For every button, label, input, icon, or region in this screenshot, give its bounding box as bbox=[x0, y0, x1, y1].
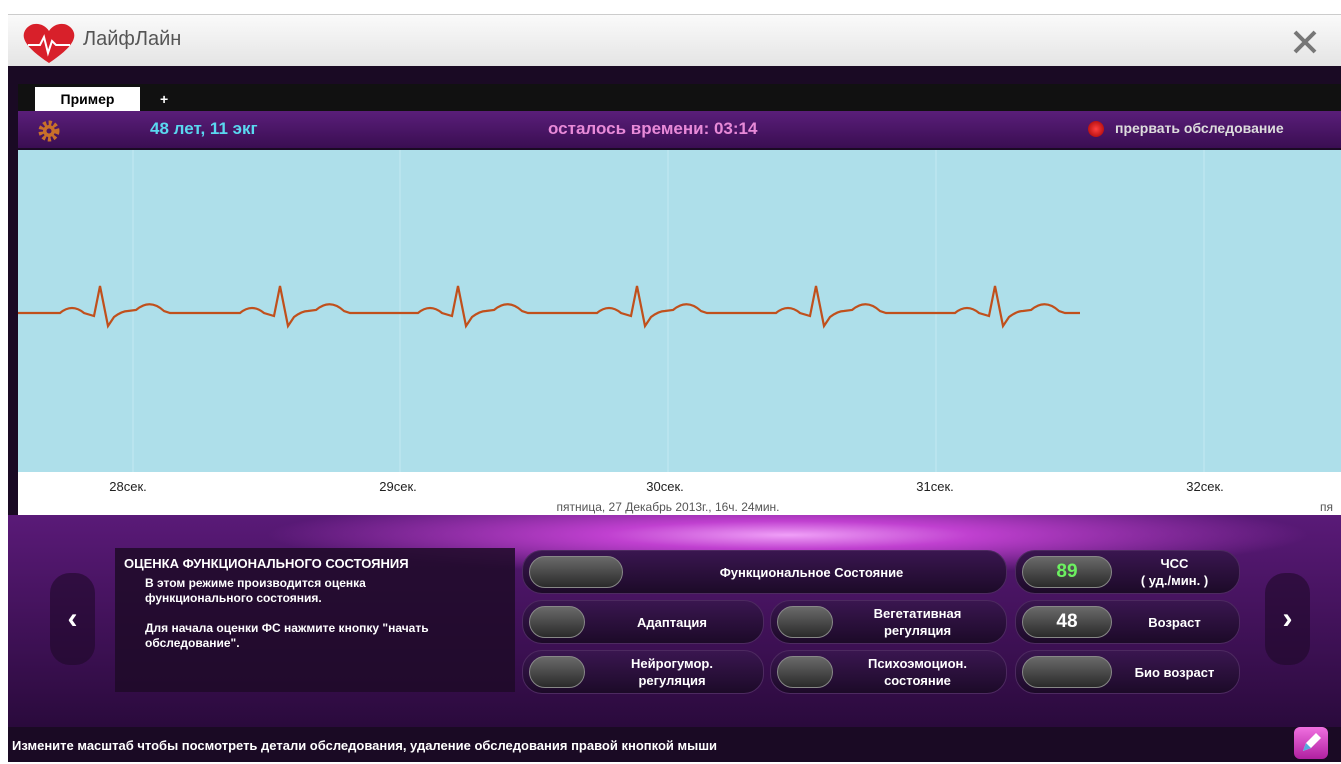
button-indicator bbox=[777, 656, 833, 688]
patient-info: 48 лет, 11 экг bbox=[150, 119, 258, 138]
add-tab[interactable]: + bbox=[160, 91, 169, 107]
time-label: 30сек. bbox=[646, 479, 684, 494]
prev-button[interactable]: ‹ bbox=[50, 573, 95, 665]
button-indicator bbox=[777, 606, 833, 638]
label-line: ( уд./мин. ) bbox=[1140, 573, 1209, 588]
button-label: Адаптация bbox=[587, 614, 757, 631]
label-line: Био возраст bbox=[1134, 664, 1215, 680]
label-line: состояние bbox=[884, 673, 951, 688]
button-label: Функциональное Состояние bbox=[623, 564, 1000, 581]
button-indicator bbox=[529, 656, 585, 688]
indicator-display: 48 bbox=[1022, 606, 1112, 638]
label-line: Нейрогумор. bbox=[631, 656, 713, 671]
indicator-display bbox=[1022, 656, 1112, 688]
label-line: Адаптация bbox=[637, 614, 707, 630]
label-line: регуляция bbox=[883, 623, 952, 638]
stop-dot[interactable] bbox=[1088, 121, 1104, 137]
window-title: ЛайфЛайн bbox=[83, 28, 182, 50]
info-text: Для начала оценки ФС нажмите кнопку "нач… bbox=[145, 621, 429, 635]
label-line: Вегетативная bbox=[873, 606, 962, 621]
mode-button[interactable]: Нейрогумор. регуляция bbox=[522, 650, 764, 694]
button-label: Вегетативная регуляция bbox=[835, 605, 1000, 639]
status-text: Измените масштаб чтобы посмотреть детали… bbox=[12, 738, 718, 753]
timer: осталось времени: 03:14 bbox=[548, 119, 758, 138]
button-label: Психоэмоцион. состояние bbox=[835, 655, 1000, 689]
time-label: 28сек. bbox=[109, 479, 147, 494]
settings-icon[interactable] bbox=[36, 118, 62, 144]
info-text: В этом режиме производится оценка bbox=[145, 576, 366, 590]
info-title: ОЦЕНКА ФУНКЦИОНАЛЬНОГО СОСТОЯНИЯ bbox=[124, 556, 409, 571]
info-box: ОЦЕНКА ФУНКЦИОНАЛЬНОГО СОСТОЯНИЯ В этом … bbox=[115, 548, 515, 692]
mode-button[interactable]: Функциональное Состояние bbox=[522, 550, 1007, 594]
ecg-chart: 28сек. 29сек. 30сек. 31сек. 32сек. пятни… bbox=[18, 150, 1341, 515]
indicator[interactable]: Био возраст bbox=[1015, 650, 1240, 694]
button-label: Нейрогумор. регуляция bbox=[587, 655, 757, 689]
status-bar bbox=[8, 727, 1341, 762]
button-label: Био возраст bbox=[1116, 664, 1233, 681]
label-line: Функциональное Состояние bbox=[719, 564, 904, 580]
time-label: 29сек. bbox=[379, 479, 417, 494]
info-text: функционального состояния. bbox=[145, 591, 322, 605]
info-bar bbox=[18, 111, 1341, 148]
close-button[interactable] bbox=[1292, 29, 1318, 55]
title-bar: ЛайфЛайн bbox=[8, 14, 1341, 67]
button-indicator bbox=[529, 606, 585, 638]
edit-button[interactable] bbox=[1294, 727, 1328, 759]
stop-exam[interactable]: прервать обследование bbox=[1115, 120, 1284, 136]
mode-button[interactable]: Адаптация bbox=[522, 600, 764, 644]
label-line: регуляция bbox=[638, 673, 706, 688]
button-label: Возраст bbox=[1116, 614, 1233, 631]
button-indicator bbox=[529, 556, 623, 588]
tab-bar bbox=[18, 84, 1341, 111]
mode-button[interactable]: Психоэмоцион. состояние bbox=[770, 650, 1007, 694]
button-label: ЧСС ( уд./мин. ) bbox=[1116, 555, 1233, 589]
info-text: обследование". bbox=[145, 636, 240, 650]
time-label: 31сек. bbox=[916, 479, 954, 494]
next-button[interactable]: › bbox=[1265, 573, 1310, 665]
ecg-trace bbox=[18, 285, 1080, 329]
tab[interactable]: Пример bbox=[35, 87, 140, 111]
indicator-display: 89 bbox=[1022, 556, 1112, 588]
mode-button[interactable]: Вегетативная регуляция bbox=[770, 600, 1007, 644]
time-label: 32сек. bbox=[1186, 479, 1224, 494]
exam-date-clipped: пя bbox=[1320, 500, 1333, 514]
indicator[interactable]: 89 ЧСС ( уд./мин. ) bbox=[1015, 550, 1240, 594]
label-line: Возраст bbox=[1148, 614, 1201, 630]
label-line: ЧСС bbox=[1160, 556, 1189, 571]
indicator[interactable]: 48 Возраст bbox=[1015, 600, 1240, 644]
heart-icon bbox=[23, 23, 75, 63]
label-line: Психоэмоцион. bbox=[867, 656, 968, 671]
exam-date: пятница, 27 Декабрь 2013г., 16ч. 24мин. bbox=[557, 500, 780, 514]
